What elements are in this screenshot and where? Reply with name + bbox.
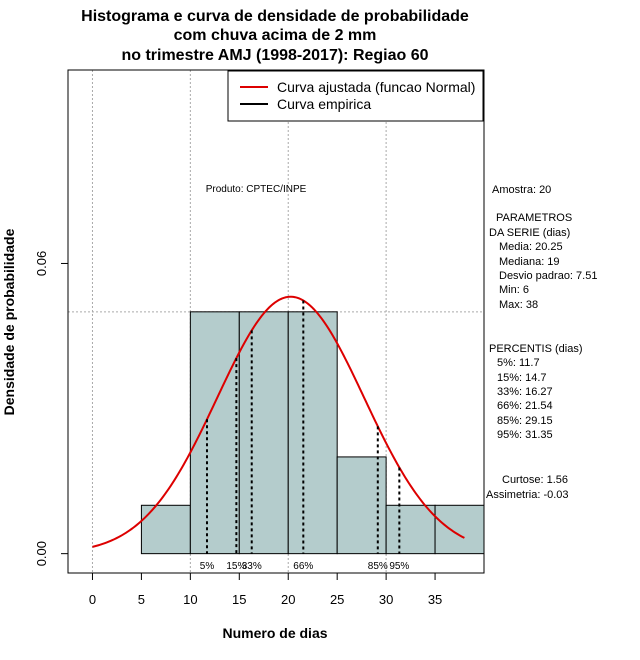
x-tick-label-20: 20 xyxy=(281,592,295,607)
pct-33-value: 33%: 16.27 xyxy=(497,386,553,398)
percentiles-title: PERCENTIS (dias) xyxy=(489,343,583,355)
pct-85-value: 85%: 29.15 xyxy=(497,415,553,427)
x-tick-label-5: 5 xyxy=(138,592,145,607)
parameters-subtitle: DA SERIE (dias) xyxy=(489,227,570,239)
pct-95-value: 95%: 31.35 xyxy=(497,429,553,441)
x-tick-label-0: 0 xyxy=(89,592,96,607)
parameters-title: PARAMETROS xyxy=(496,212,572,224)
x-tick-label-35: 35 xyxy=(428,592,442,607)
y-axis: 0.00 0.06 xyxy=(34,251,69,566)
stat-skewness: Assimetria: -0.03 xyxy=(486,489,569,501)
stat-kurtosis: Curtose: 1.56 xyxy=(502,474,568,486)
histogram-bar-6 xyxy=(385,504,436,555)
legend-label-empirical: Curva empirica xyxy=(277,96,371,112)
chart-title-line-3: no trimestre AMJ (1998-2017): Regiao 60 xyxy=(121,47,428,64)
stat-median: Mediana: 19 xyxy=(499,256,560,268)
histogram-bar-3 xyxy=(238,311,289,555)
percentile-label-15: 15% xyxy=(226,561,246,572)
legend-label-normal: Curva ajustada (funcao Normal) xyxy=(277,79,475,95)
percentile-label-85: 85% xyxy=(368,561,388,572)
y-tick-label-0: 0.00 xyxy=(34,541,49,566)
histogram-bar-7 xyxy=(434,504,485,555)
normal-curve-layer xyxy=(92,295,465,548)
x-tick-label-15: 15 xyxy=(232,592,246,607)
x-axis-title: Numero de dias xyxy=(222,625,327,641)
percentile-label-33: 33% xyxy=(242,561,262,572)
percentile-label-5: 5% xyxy=(200,561,215,572)
chart-title-line-1: Histograma e curva de densidade de proba… xyxy=(81,8,469,25)
percentile-label-95: 95% xyxy=(389,561,409,572)
percentile-label-66: 66% xyxy=(293,561,313,572)
legend-box xyxy=(227,70,484,122)
normal-fit-curve xyxy=(92,295,465,548)
y-axis-title: Densidade de probabilidade xyxy=(1,228,17,415)
x-tick-label-25: 25 xyxy=(330,592,344,607)
chart-title-line-2: com chuva acima de 2 mm xyxy=(174,27,377,44)
stat-min: Min: 6 xyxy=(499,284,529,296)
pct-66-value: 66%: 21.54 xyxy=(497,400,553,412)
pct-15-value: 15%: 14.7 xyxy=(497,372,547,384)
histogram-bar-2 xyxy=(189,311,240,555)
x-axis: 0 5 10 15 20 25 30 35 xyxy=(89,572,442,607)
stat-mean: Media: 20.25 xyxy=(499,241,563,253)
stat-max: Max: 38 xyxy=(499,299,538,311)
product-label: Produto: CPTEC/INPE xyxy=(206,184,307,195)
percentile-markers: 5% 15%33% 66% 85% 95% xyxy=(200,300,409,572)
x-tick-label-30: 30 xyxy=(379,592,393,607)
histogram-bar-4 xyxy=(287,311,338,555)
histogram-bars xyxy=(140,311,485,555)
legend: Curva ajustada (funcao Normal) Curva emp… xyxy=(227,70,484,122)
x-tick-label-10: 10 xyxy=(183,592,197,607)
stat-std-dev: Desvio padrao: 7.51 xyxy=(499,270,597,282)
y-tick-label-1: 0.06 xyxy=(34,251,49,276)
pct-5-value: 5%: 11.7 xyxy=(497,357,540,369)
sample-size: Amostra: 20 xyxy=(492,184,551,196)
statistics-panel: Amostra: 20 PARAMETROS DA SERIE (dias) M… xyxy=(486,184,597,501)
